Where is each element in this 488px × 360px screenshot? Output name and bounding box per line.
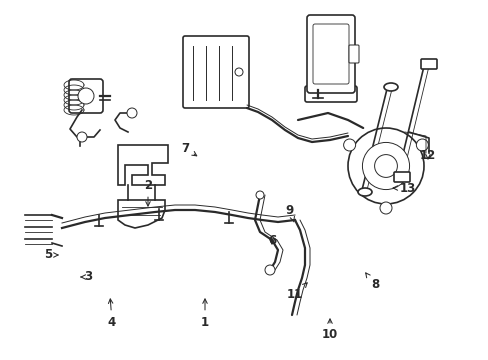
Circle shape (374, 154, 397, 177)
FancyBboxPatch shape (312, 24, 348, 84)
Ellipse shape (383, 83, 397, 91)
Circle shape (77, 132, 87, 142)
Circle shape (127, 108, 137, 118)
FancyBboxPatch shape (393, 172, 409, 182)
Circle shape (415, 139, 427, 151)
Circle shape (264, 265, 274, 275)
Circle shape (256, 191, 264, 199)
FancyBboxPatch shape (420, 59, 436, 69)
Polygon shape (118, 200, 164, 228)
Text: 6: 6 (267, 234, 276, 247)
Text: 7: 7 (181, 141, 196, 156)
Circle shape (235, 68, 243, 76)
Text: 9: 9 (285, 203, 294, 222)
Circle shape (379, 202, 391, 214)
Text: 10: 10 (321, 319, 337, 342)
Ellipse shape (357, 188, 371, 196)
Text: 8: 8 (365, 273, 378, 292)
Circle shape (362, 143, 409, 190)
FancyBboxPatch shape (69, 79, 103, 113)
Circle shape (347, 128, 423, 204)
Text: 3: 3 (81, 270, 92, 284)
FancyBboxPatch shape (183, 36, 248, 108)
FancyBboxPatch shape (306, 15, 354, 93)
Text: 12: 12 (419, 149, 435, 162)
Text: 11: 11 (286, 283, 306, 302)
FancyBboxPatch shape (348, 45, 358, 63)
Text: 4: 4 (108, 299, 116, 328)
Circle shape (78, 88, 94, 104)
Text: 2: 2 (143, 179, 152, 206)
Text: 5: 5 (44, 248, 58, 261)
Text: 1: 1 (201, 299, 209, 328)
Text: 13: 13 (392, 181, 415, 194)
Circle shape (343, 139, 355, 151)
Polygon shape (118, 145, 168, 185)
FancyBboxPatch shape (305, 86, 356, 102)
